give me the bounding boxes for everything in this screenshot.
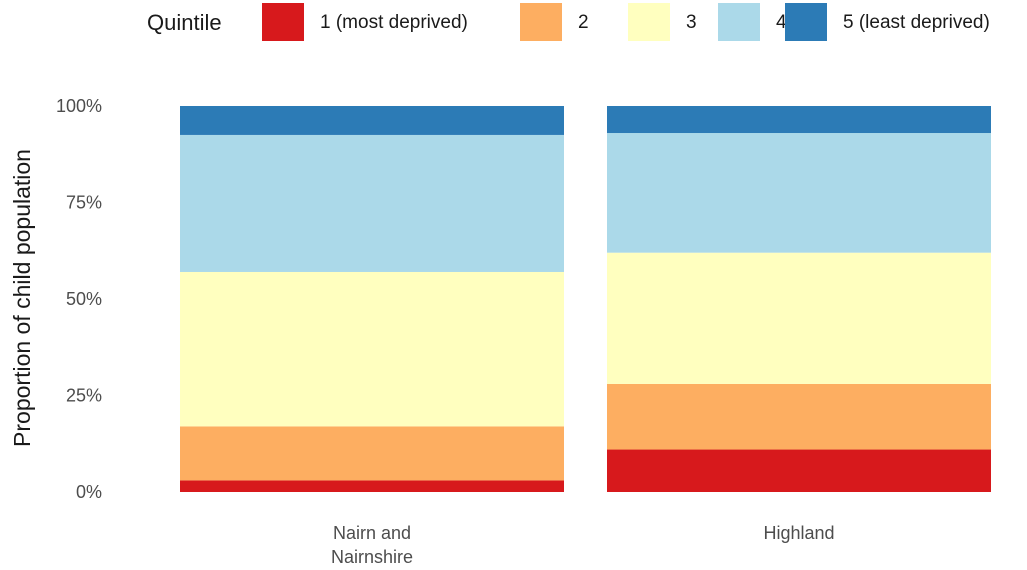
legend-key-q1	[262, 3, 304, 41]
x-category-label-line: Nairnshire	[331, 547, 413, 567]
bar-segment-2-q3	[607, 252, 991, 384]
legend-label-q4: 4	[776, 12, 787, 33]
bar-segment-2-q1	[607, 449, 991, 492]
y-axis: 0% 25% 50% 75% 100%	[56, 96, 102, 502]
legend-label-q1: 1 (most deprived)	[320, 12, 468, 33]
bar-segment-1-q2	[180, 426, 564, 481]
x-category-label-line: Highland	[763, 523, 834, 543]
bar-segment-1-q3	[180, 271, 564, 427]
bar-segment-1-q4	[180, 134, 564, 272]
x-category-label: Highland	[763, 523, 834, 543]
y-axis-title: Proportion of child population	[9, 149, 35, 447]
y-tick-label: 25%	[66, 386, 102, 406]
bar-segment-2-q2	[607, 383, 991, 450]
legend-title: Quintile	[147, 10, 222, 35]
x-category-label-line: Nairn and	[333, 523, 411, 543]
y-tick-label: 0%	[76, 482, 102, 502]
y-tick-label: 75%	[66, 193, 102, 213]
legend: Quintile 1 (most deprived) 2 3 4 5 (least dep…	[147, 3, 990, 41]
x-category-label: Nairn and Nairnshire	[331, 523, 413, 567]
plot-area	[180, 106, 991, 492]
legend-label-q5: 5 (least deprived)	[843, 12, 990, 33]
legend-label-q2: 2	[578, 12, 589, 33]
legend-label-q3: 3	[686, 12, 697, 33]
legend-key-q2	[520, 3, 562, 41]
y-tick-label: 100%	[56, 96, 102, 116]
y-tick-label: 50%	[66, 289, 102, 309]
bar-segment-1-q5	[180, 106, 564, 135]
legend-key-q3	[628, 3, 670, 41]
legend-key-q4	[718, 3, 760, 41]
legend-key-q5	[785, 3, 827, 41]
bar-segment-2-q4	[607, 133, 991, 253]
bar-segment-1-q1	[180, 480, 564, 492]
x-axis: Nairn and Nairnshire Highland	[331, 523, 835, 567]
bar-segment-2-q5	[607, 106, 991, 134]
